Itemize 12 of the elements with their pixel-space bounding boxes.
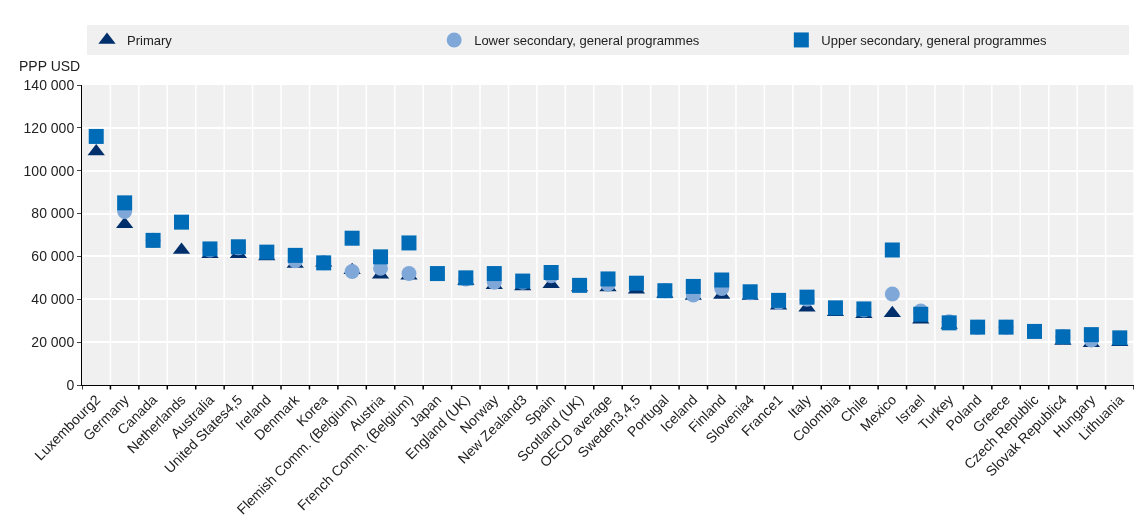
legend-label: Lower secondary, general programmes	[474, 33, 700, 49]
y-tick-label: 20 000	[31, 334, 75, 351]
y-tick-label: 120 000	[23, 119, 75, 136]
legend-label: Primary	[127, 33, 173, 49]
y-tick-label: 40 000	[31, 291, 75, 308]
y-tick-label: 80 000	[31, 205, 75, 222]
legend-label: Upper secondary, general programmes	[821, 33, 1048, 49]
y-tick-label: 100 000	[23, 162, 75, 179]
y-tick-label: 0	[66, 376, 75, 393]
y-tick-label: 140 000	[23, 76, 75, 93]
y-axis-title: PPP USD	[19, 58, 81, 74]
y-tick-label: 60 000	[31, 248, 75, 265]
